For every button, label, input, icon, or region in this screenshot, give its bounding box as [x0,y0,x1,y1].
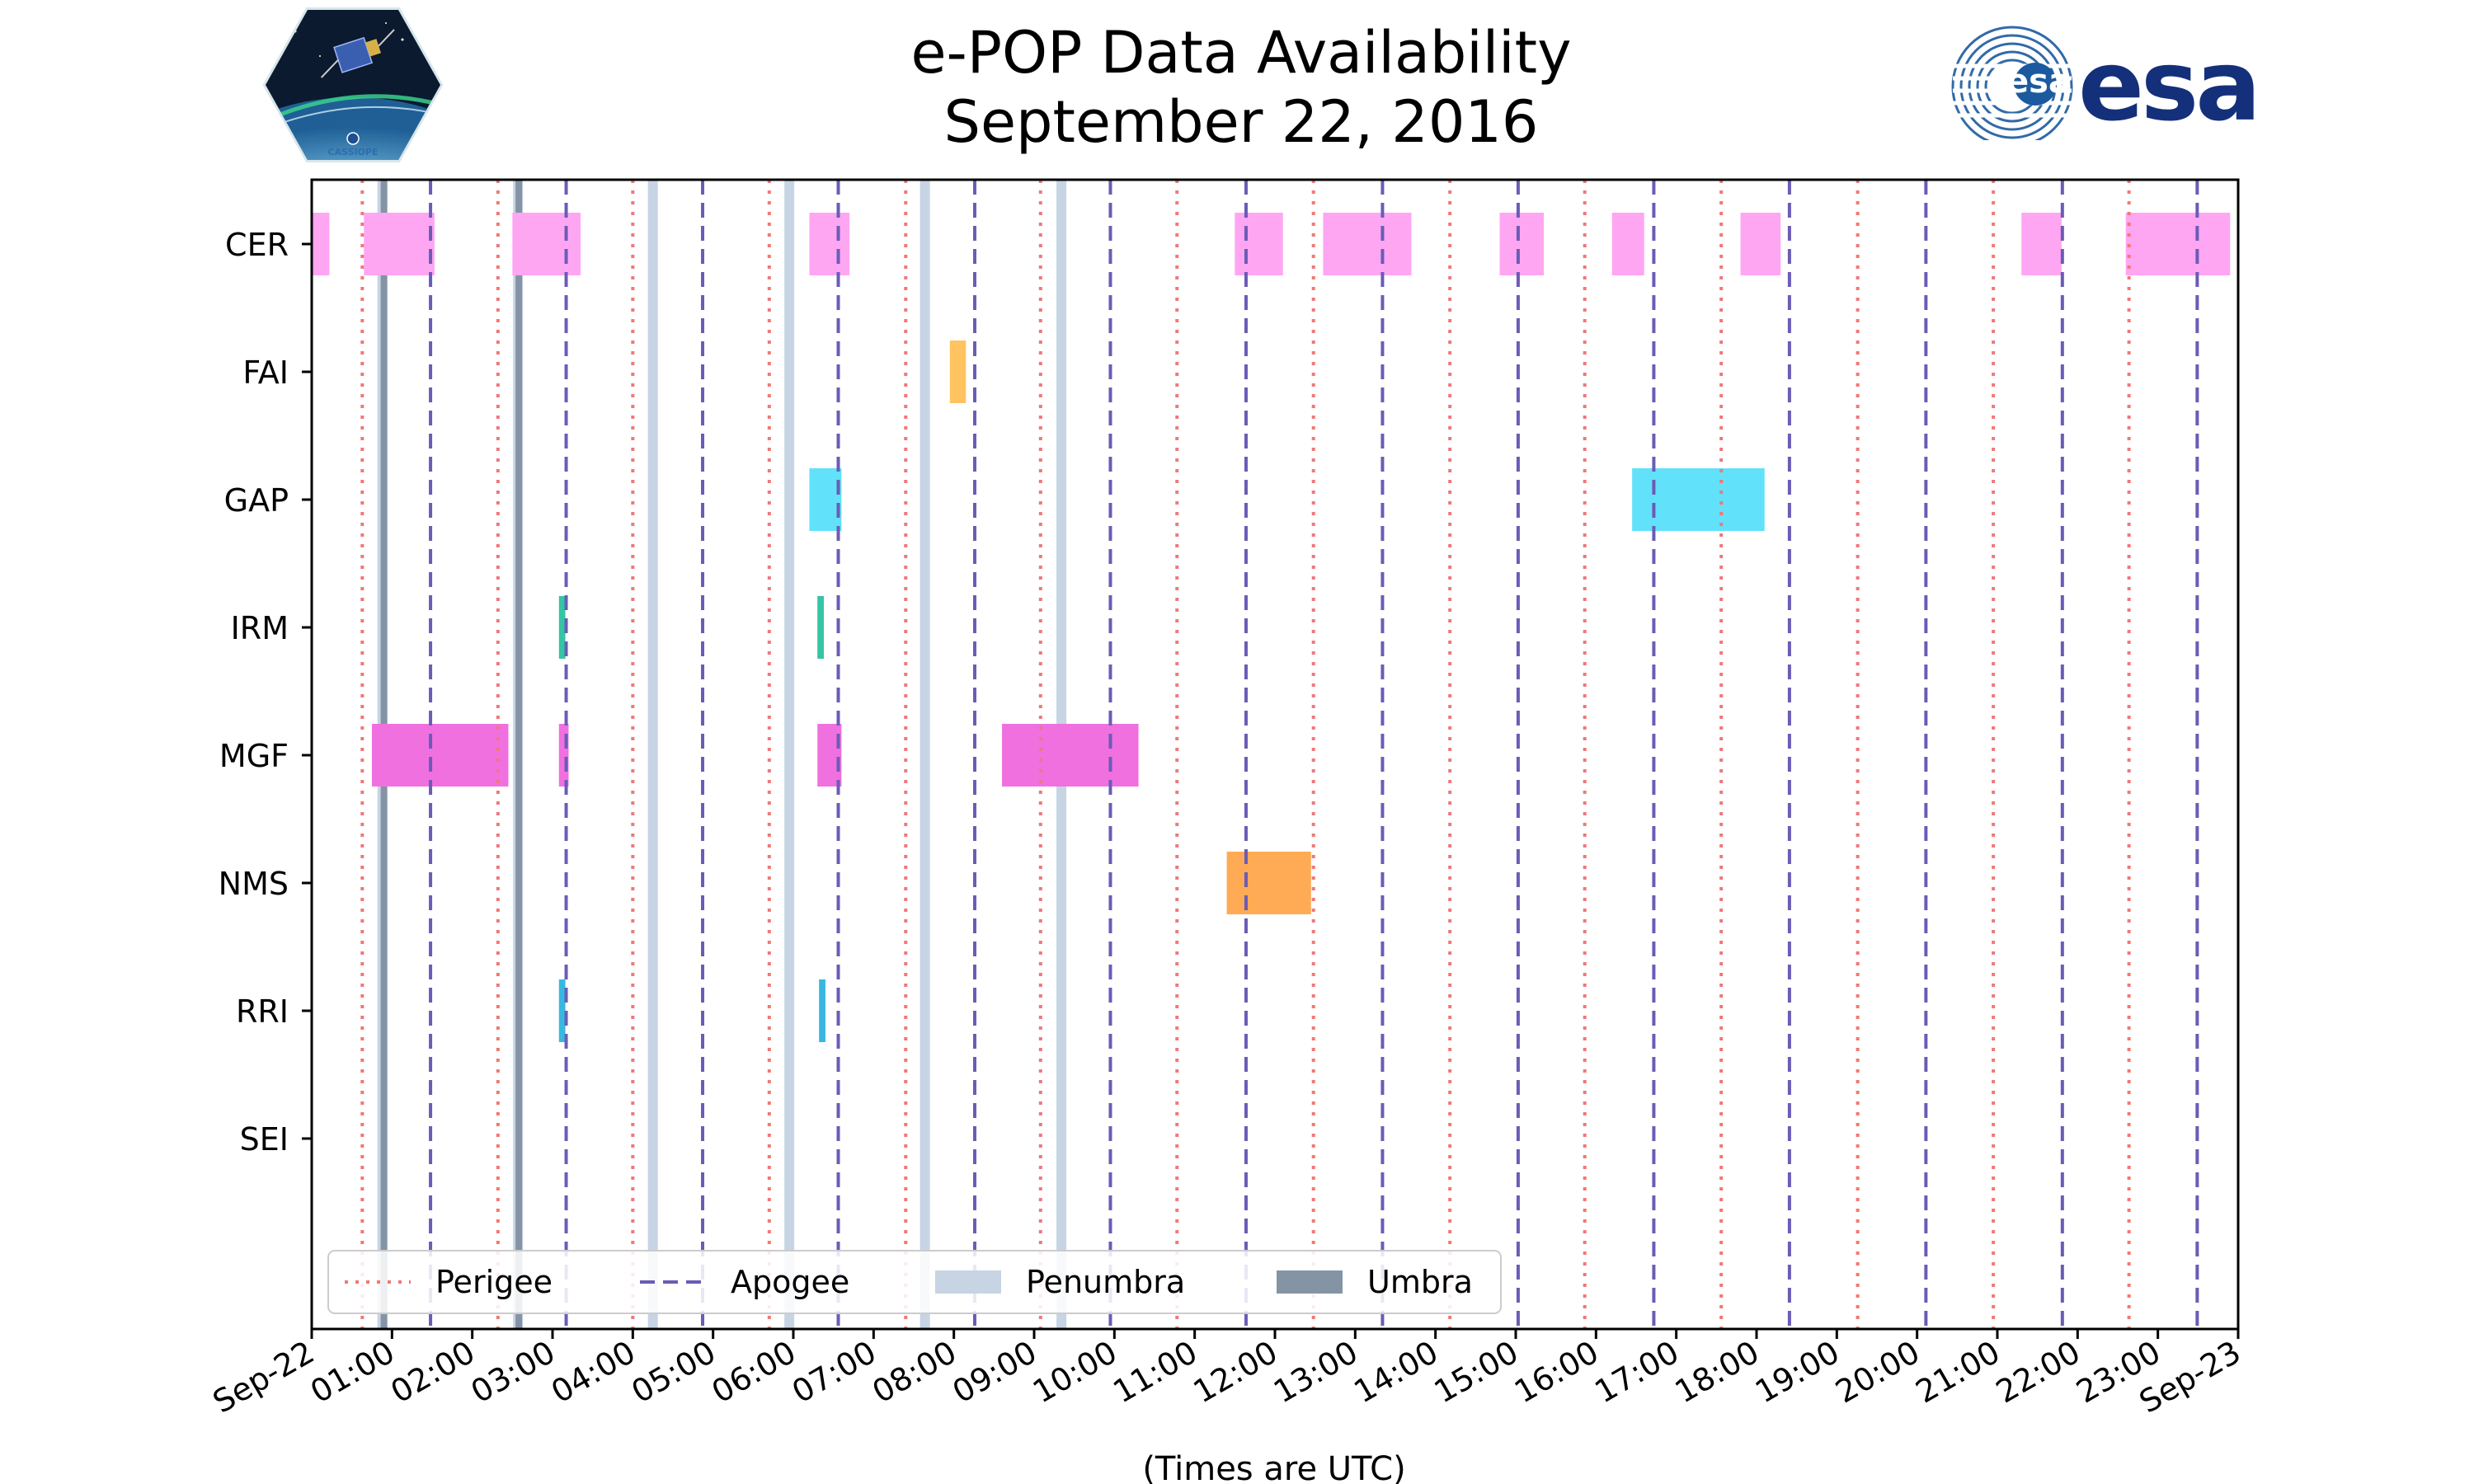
y-tick-label: SEI [240,1121,289,1158]
esa-logo-mark: esa [2006,63,2071,101]
availability-bar-cer [1740,213,1781,275]
satellite-icon [320,29,395,78]
availability-bars [312,213,2231,1042]
cassiope-mission-logo: CASSIOPE [262,7,444,163]
availability-bar-nms [1226,852,1311,914]
penumbra-band [920,180,930,1329]
x-tick-label: 07:00 [786,1334,882,1411]
esa-logo: esa esa [1946,16,2309,148]
legend-swatch-umbra [1277,1270,1343,1294]
x-tick-label: 01:00 [304,1334,401,1411]
x-tick-label: 14:00 [1348,1334,1444,1411]
y-axis: CER FAI GAP IRM MGF NMS RRI SEI [219,227,312,1158]
x-axis: Sep-2201:0002:0003:0004:0005:0006:0007:0… [207,1329,2247,1421]
availability-bar-rri [558,979,566,1042]
esa-logo-graphic: esa esa [1951,26,2261,148]
chart-legend: Perigee Apogee Penumbra Umbra [327,1250,1502,1314]
x-tick-label: 20:00 [1829,1334,1926,1411]
x-tick-label: 09:00 [947,1334,1043,1411]
penumbra-band [647,180,658,1329]
y-tick-label: CER [225,227,289,263]
availability-bar-gap [1632,468,1765,531]
x-axis-label: (Times are UTC) [1142,1450,1405,1484]
y-tick-label: IRM [231,610,289,646]
legend-swatch-penumbra [935,1270,1001,1294]
x-tick-label: Sep-22 [207,1334,321,1421]
x-tick-label: 18:00 [1669,1334,1766,1411]
availability-bar-fai [949,340,967,403]
x-tick-label: 21:00 [1910,1334,2006,1411]
availability-bar-mgf [817,724,842,787]
plot-frame [310,178,2240,1331]
x-tick-label: 02:00 [384,1334,481,1411]
x-tick-label: 22:00 [1990,1334,2086,1411]
x-tick-label: 10:00 [1027,1334,1123,1411]
chart-title: e-POP Data Availability [910,19,1571,87]
availability-bar-mgf [372,724,509,787]
legend-label-penumbra: Penumbra [1026,1264,1185,1300]
x-tick-label: 11:00 [1107,1334,1203,1411]
availability-bar-cer [1323,213,1412,275]
legend-label-umbra: Umbra [1367,1264,1473,1300]
availability-bar-cer [312,213,330,275]
availability-bar-cer [1499,213,1545,275]
x-tick-label: 15:00 [1428,1334,1525,1411]
chart-subtitle: September 22, 2016 [944,88,1539,156]
legend-box [327,1250,1502,1314]
cassiope-logo-graphic: CASSIOPE [262,7,444,162]
availability-bar-cer [1235,213,1283,275]
availability-bar-rri [819,979,825,1042]
availability-bar-gap [809,468,842,531]
y-tick-label: GAP [224,482,289,519]
penumbra-band [784,180,795,1329]
availability-bar-cer [2021,213,2062,275]
x-tick-label: 16:00 [1508,1334,1605,1411]
y-tick-label: NMS [219,866,289,902]
x-tick-label: 17:00 [1588,1334,1685,1411]
legend-label-apogee: Apogee [731,1264,849,1300]
x-tick-label: 04:00 [545,1334,642,1411]
esa-logo-wordmark: esa [2078,29,2258,140]
umbra-band [515,180,523,1329]
mission-logo-label: CASSIOPE [328,147,379,157]
x-tick-label: 08:00 [866,1334,962,1411]
orbit-event-lines [360,180,2199,1329]
x-tick-label: 06:00 [706,1334,802,1411]
availability-bar-irm [817,596,824,659]
y-tick-label: FAI [242,355,289,391]
availability-bar-mgf [558,724,569,787]
y-tick-label: MGF [219,738,289,774]
availability-bar-cer [809,213,850,275]
x-tick-label: 13:00 [1268,1334,1364,1411]
x-tick-label: 12:00 [1188,1334,1284,1411]
availability-bar-cer [512,213,581,275]
x-tick-label: 03:00 [465,1334,562,1411]
availability-bar-mgf [1002,724,1139,787]
availability-bar-cer [2125,213,2231,275]
x-tick-label: 19:00 [1749,1334,1846,1411]
availability-bar-irm [558,596,566,659]
y-tick-label: RRI [236,993,289,1030]
x-tick-label: 05:00 [625,1334,722,1411]
availability-bar-cer [364,213,435,275]
legend-label-perigee: Perigee [435,1264,553,1300]
availability-bar-cer [1611,213,1644,275]
